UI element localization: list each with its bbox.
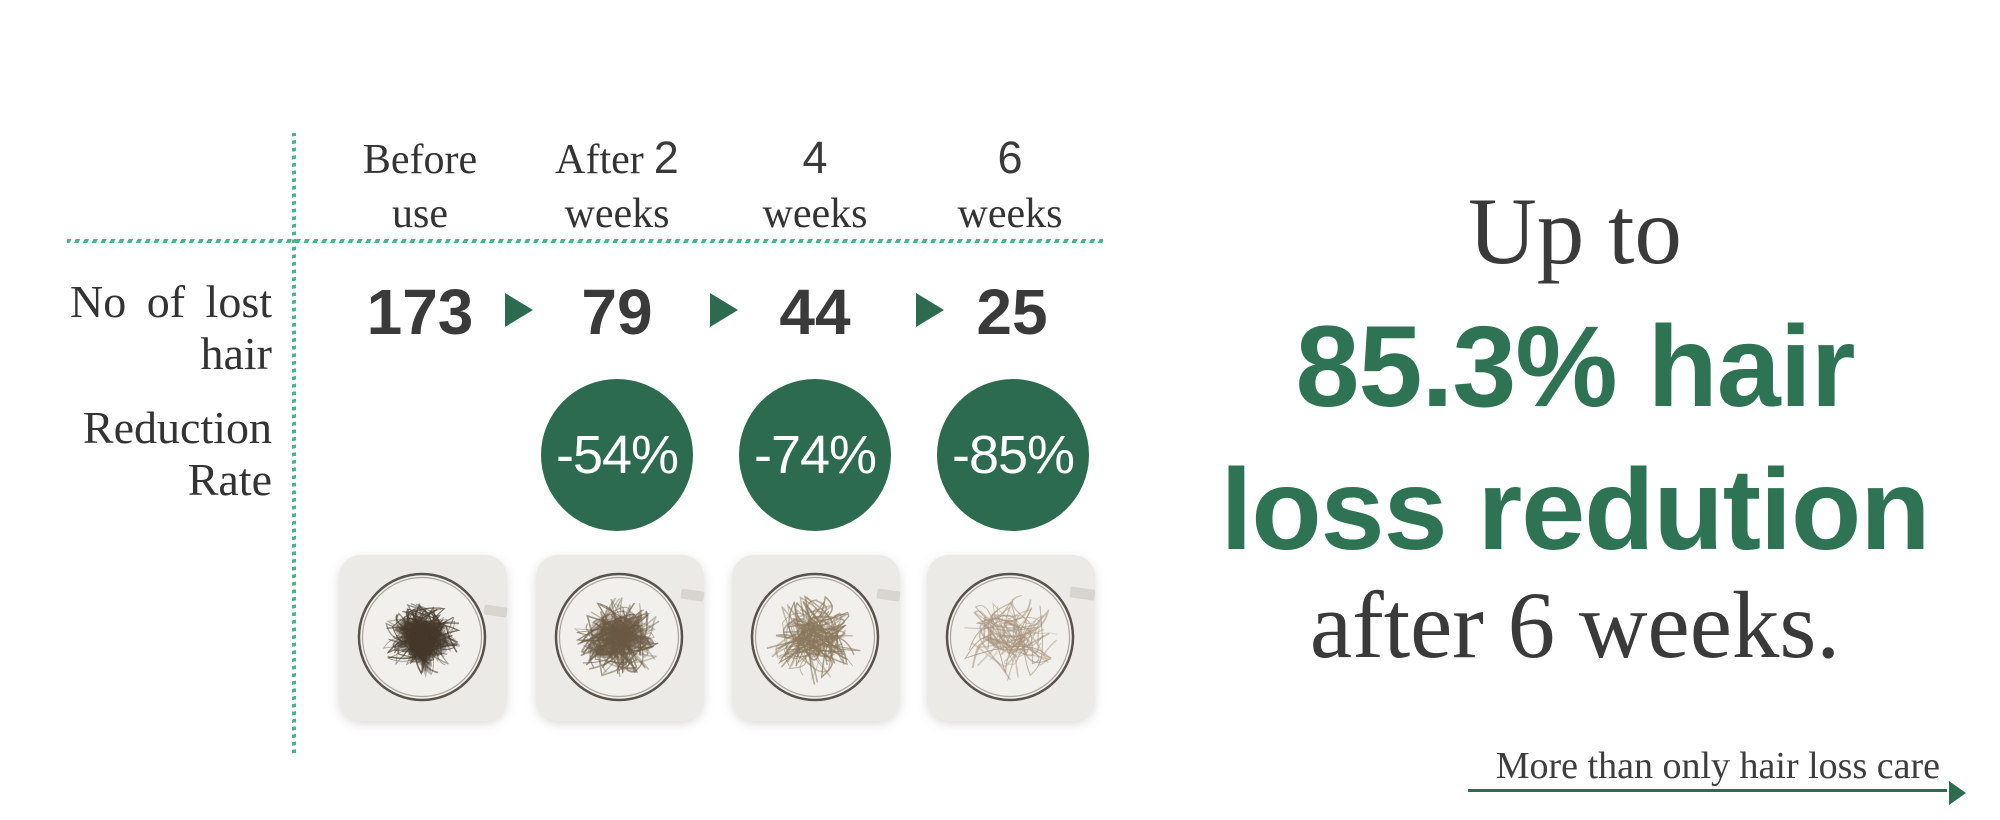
lost-hair-count-6-weeks: 25 [976, 276, 1048, 348]
column-header-digit: 4 [802, 132, 828, 183]
row-label-no-of-lost-hair: No of lost hair [0, 276, 272, 380]
arrow-right-icon [505, 293, 533, 327]
headline-percentage: 85.3% hair [1295, 303, 1856, 431]
row-label-line2: hair [200, 328, 272, 379]
column-header-4-weeks: 4 weeks [685, 131, 945, 241]
reduction-badge-4-weeks: -74% [739, 379, 891, 531]
column-header-before-use: Before use [290, 131, 550, 241]
headline-up-to: Up to [1468, 178, 1682, 284]
column-header-digit: 6 [997, 132, 1023, 183]
column-header-6-weeks: 6 weeks [880, 131, 1140, 241]
column-header-after-2-weeks: After 2 weeks [487, 131, 747, 241]
row-label-line2: Rate [187, 454, 272, 505]
column-header-line2: use [392, 191, 448, 237]
reduction-badge-6-weeks: -85% [937, 379, 1089, 531]
table-horizontal-divider [67, 239, 1103, 243]
column-header-line1: 6 [880, 131, 1140, 187]
headline-loss-reduction: loss redution [1220, 446, 1930, 574]
column-header-line1: 4 [685, 131, 945, 187]
lost-hair-count-before: 173 [366, 276, 474, 348]
arrow-right-icon [1949, 781, 1966, 805]
reduction-badge-2-weeks: -54% [541, 379, 693, 531]
table-vertical-divider [292, 133, 296, 757]
column-header-text: Before [362, 137, 478, 183]
column-header-line1: After 2 [487, 131, 747, 187]
column-header-line2: weeks [762, 191, 868, 237]
footer-underline [1468, 789, 1947, 792]
arrow-right-icon [710, 293, 738, 327]
petri-dish-photo-before [338, 554, 508, 722]
row-label-reduction-rate: Reduction Rate [0, 402, 272, 506]
headline-after-6-weeks: after 6 weeks. [1309, 572, 1841, 678]
lost-hair-count-2-weeks: 79 [581, 276, 653, 348]
lost-hair-count-4-weeks: 44 [779, 276, 851, 348]
column-header-text: After [555, 137, 644, 183]
footer-tagline: More than only hair loss care [1495, 745, 1940, 787]
arrow-right-icon [916, 293, 944, 327]
row-label-line1: No of lost [70, 276, 272, 327]
row-label-line1: Reduction [82, 402, 272, 453]
column-header-line1: Before [290, 131, 550, 187]
column-header-line2: weeks [564, 191, 670, 237]
petri-dish-photo-2-weeks [535, 554, 705, 722]
petri-dish-photo-6-weeks [926, 554, 1096, 722]
column-header-digit: 2 [653, 132, 679, 183]
column-header-line2: weeks [957, 191, 1063, 237]
petri-dish-photo-4-weeks [731, 554, 901, 722]
